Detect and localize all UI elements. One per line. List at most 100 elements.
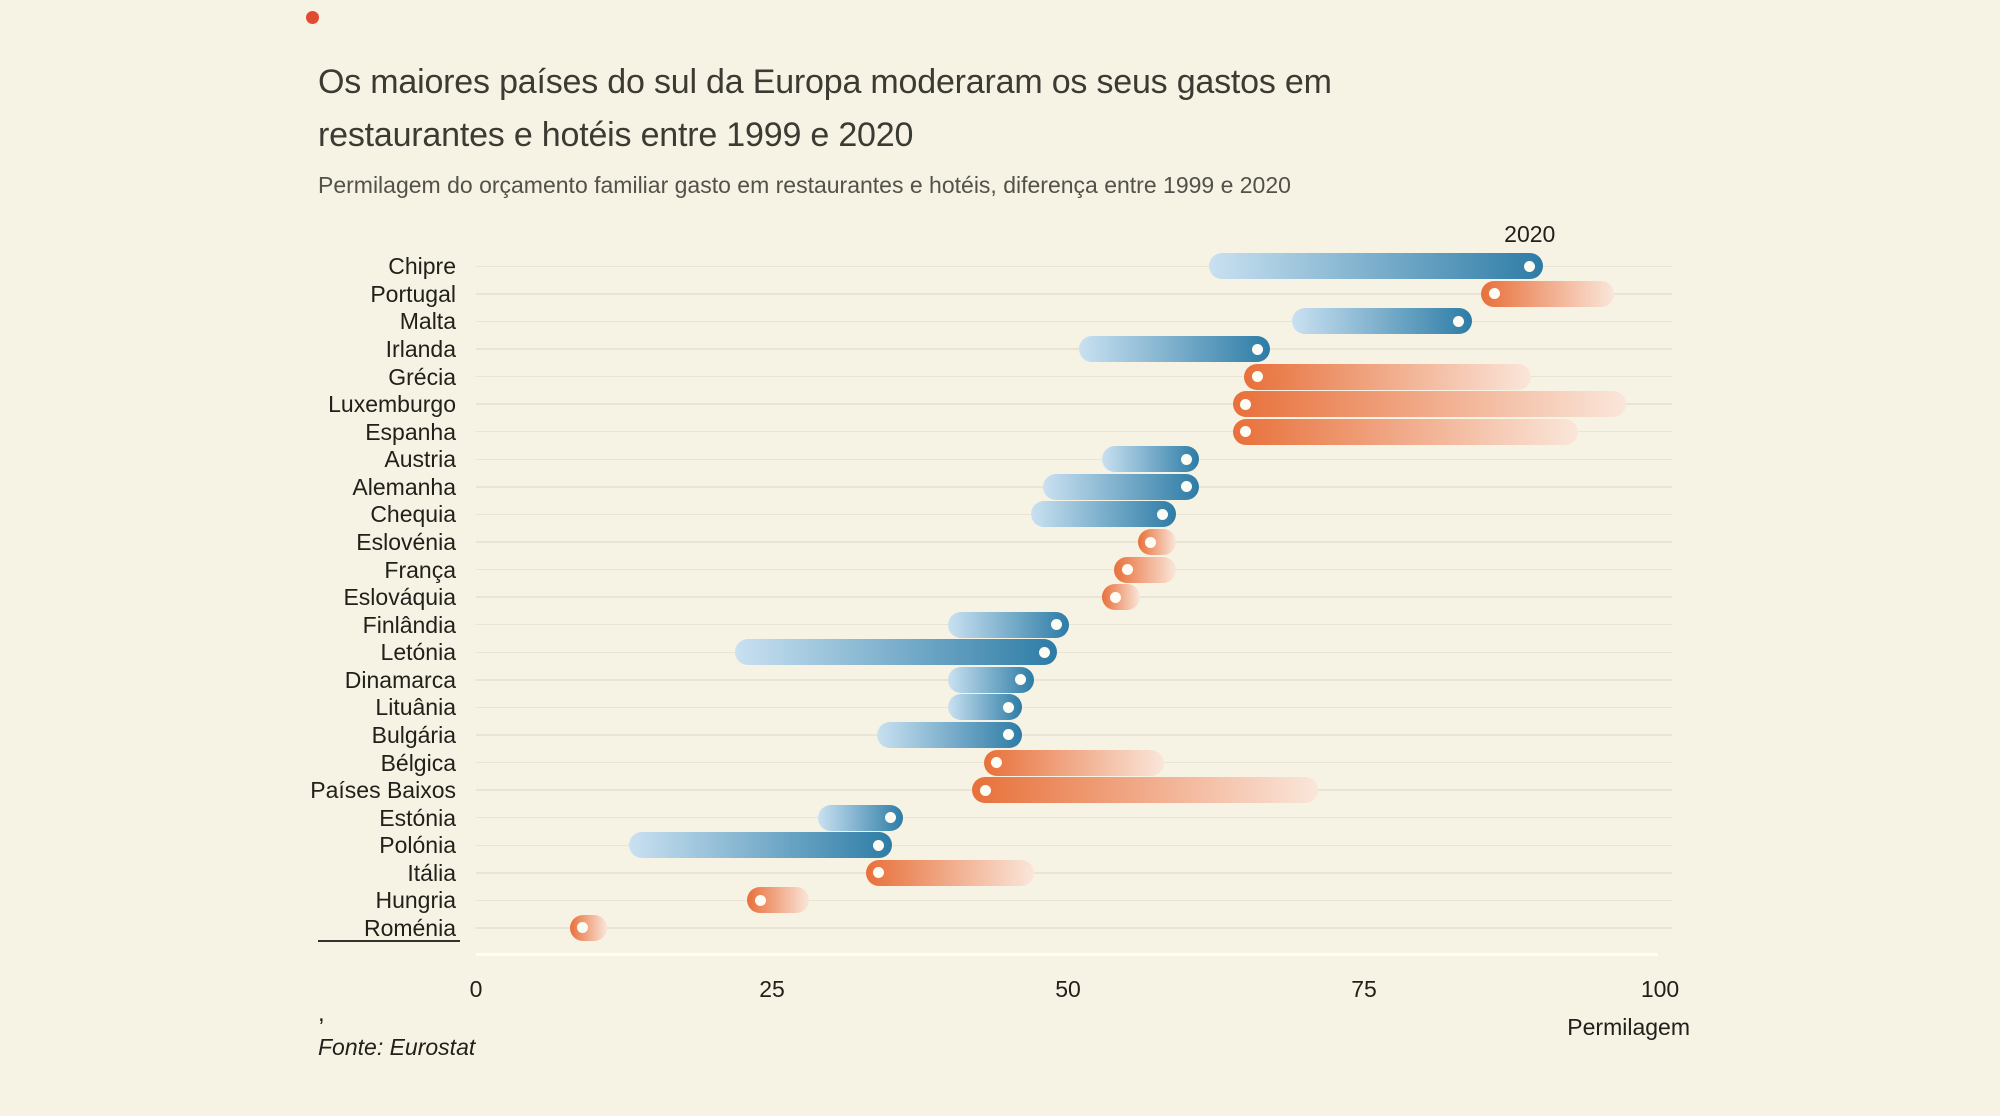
- chart-title: Os maiores países do sul da Europa moder…: [318, 56, 1332, 162]
- endpoint-dot-2020: [1157, 508, 1169, 520]
- bar-decrease: [1137, 529, 1176, 555]
- gridline: [476, 651, 1672, 654]
- country-label: Itália: [407, 859, 456, 886]
- endpoint-dot-2020: [1240, 426, 1252, 438]
- country-label: Austria: [384, 446, 456, 473]
- endpoint-dot-2020: [1121, 564, 1133, 576]
- country-label: Irlanda: [385, 336, 456, 362]
- bar-increase: [948, 611, 1070, 638]
- bar-decrease: [1232, 418, 1579, 445]
- endpoint-dot-2020: [979, 784, 991, 796]
- x-tick-label: 75: [1351, 976, 1377, 1002]
- chart-title-line2: restaurantes e hotéis entre 1999 e 2020: [318, 116, 914, 154]
- gridline: [476, 844, 1672, 847]
- series-annotation-2020: 2020: [1504, 221, 1556, 247]
- bar-decrease: [1244, 363, 1531, 390]
- country-label: Eslovénia: [356, 529, 456, 555]
- country-label: França: [384, 556, 456, 583]
- gridline: [476, 265, 1672, 268]
- endpoint-dot-2020: [1180, 453, 1192, 465]
- bar-increase: [628, 832, 892, 859]
- gridline: [476, 568, 1672, 571]
- endpoint-dot-2020: [1524, 260, 1536, 272]
- country-label: Alemanha: [352, 473, 456, 500]
- country-label: Chequia: [370, 501, 456, 528]
- footnote-comma: ,: [318, 1000, 325, 1027]
- endpoint-dot-2020: [1038, 646, 1050, 658]
- bar-decrease: [865, 859, 1034, 886]
- country-label: Dinamarca: [344, 666, 456, 693]
- endpoint-dot-2020: [1003, 729, 1015, 741]
- endpoint-dot-2020: [873, 867, 885, 879]
- country-label: Polónia: [379, 832, 456, 859]
- country-label: Letónia: [380, 639, 456, 666]
- gridline: [476, 816, 1672, 819]
- chart-subtitle: Permilagem do orçamento familiar gasto e…: [318, 172, 1291, 198]
- country-label: Grécia: [388, 363, 456, 390]
- bar-increase: [1043, 473, 1200, 500]
- endpoint-dot-2020: [1251, 343, 1263, 355]
- endpoint-dot-2020: [873, 839, 885, 851]
- gridline: [476, 623, 1672, 626]
- endpoint-dot-2020: [1145, 536, 1157, 548]
- country-label: Malta: [399, 308, 456, 335]
- country-label: Espanha: [365, 418, 456, 445]
- endpoint-dot-2020: [1050, 619, 1062, 631]
- x-tick-label: 100: [1640, 976, 1680, 1002]
- x-axis-unit-label: Permilagem: [1567, 1014, 1690, 1040]
- x-tick-label: 25: [759, 976, 785, 1002]
- gridline: [476, 872, 1672, 874]
- country-label: Chipre: [388, 253, 456, 280]
- gridline: [476, 375, 1672, 378]
- gridline: [476, 734, 1672, 736]
- endpoint-dot-2020: [1109, 591, 1121, 603]
- endpoint-dot-2020: [1015, 674, 1027, 686]
- bar-decrease: [983, 749, 1164, 776]
- country-label: Portugal: [370, 280, 456, 307]
- endpoint-dot-2020: [991, 757, 1003, 769]
- gridline: [476, 458, 1672, 461]
- country-label: Finlândia: [362, 611, 456, 638]
- endpoint-dot-2020: [884, 812, 896, 824]
- chart-title-line1: Os maiores países do sul da Europa moder…: [318, 63, 1332, 101]
- gridline: [476, 927, 1672, 929]
- gridline: [476, 430, 1672, 433]
- red-dot-icon: [306, 11, 319, 24]
- endpoint-dot-2020: [1488, 288, 1500, 300]
- source-note: Fonte: Eurostat: [318, 1034, 476, 1060]
- gridline: [476, 899, 1672, 902]
- country-label: Estónia: [379, 804, 456, 831]
- bar-decrease: [1232, 391, 1626, 418]
- endpoint-dot-2020: [1240, 398, 1252, 410]
- x-tick-label: 50: [1055, 976, 1081, 1002]
- gridline: [476, 596, 1672, 598]
- endpoint-dot-2020: [1180, 481, 1192, 493]
- gridline: [476, 293, 1672, 295]
- bar-increase: [1208, 253, 1543, 280]
- bar-increase: [1031, 501, 1176, 528]
- gridline: [476, 348, 1672, 350]
- bar-increase: [1291, 308, 1472, 335]
- bar-decrease: [1102, 584, 1141, 611]
- endpoint-dot-2020: [1453, 315, 1465, 327]
- endpoint-dot-2020: [754, 894, 766, 906]
- endpoint-dot-2020: [1003, 701, 1015, 713]
- gridline: [476, 679, 1672, 681]
- bar-increase: [1078, 336, 1271, 362]
- country-label: Bélgica: [380, 749, 456, 776]
- country-label: Países Baixos: [310, 777, 456, 804]
- country-label: Hungria: [375, 887, 456, 914]
- endpoint-dot-2020: [1251, 371, 1263, 383]
- gridline: [476, 706, 1672, 709]
- x-tick-label: 0: [469, 976, 483, 1002]
- bar-decrease: [569, 914, 608, 941]
- bar-decrease: [972, 777, 1318, 804]
- label-column-baseline: [318, 940, 460, 942]
- country-label: Bulgária: [371, 721, 456, 748]
- bar-increase: [877, 721, 1022, 748]
- endpoint-dot-2020: [577, 922, 589, 934]
- gridline: [476, 541, 1672, 543]
- country-label: Eslováquia: [343, 584, 456, 611]
- bar-increase: [735, 639, 1058, 666]
